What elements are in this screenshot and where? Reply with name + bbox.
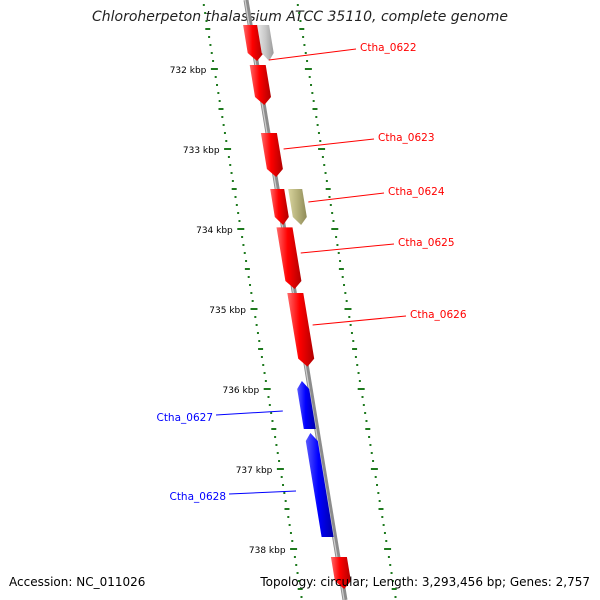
gene-label-leader xyxy=(268,48,357,61)
gene-label-ctha_0625[interactable]: Ctha_0625 xyxy=(398,237,455,249)
ruler-layer: 732 kbp 733 kbp 734 kbp 735 kbp 736 kbp 737 k… xyxy=(170,4,397,598)
ruler-label: 736 kbp xyxy=(222,386,259,396)
gene-label-leader xyxy=(215,410,283,416)
gene-arrow-ctha_0621b[interactable] xyxy=(257,25,274,61)
gene-label-ctha_0626[interactable]: Ctha_0626 xyxy=(410,309,467,321)
ruler-label: 734 kbp xyxy=(196,226,233,236)
label-layer: Ctha_0622 Ctha_0623 Ctha_0624 Ctha_0625 Ctha… xyxy=(156,42,466,503)
genome-summary: Topology: circular; Length: 3,293,456 bp… xyxy=(260,575,590,589)
gene-label-leader xyxy=(228,490,297,495)
gene-label-leader xyxy=(283,138,375,150)
gene-label-ctha_0627[interactable]: Ctha_0627 xyxy=(156,412,213,424)
gene-layer xyxy=(243,25,351,589)
gene-label-ctha_0628[interactable]: Ctha_0628 xyxy=(169,491,226,503)
gene-arrow-ctha_0622[interactable] xyxy=(249,65,271,105)
gene-label-ctha_0623[interactable]: Ctha_0623 xyxy=(378,132,435,144)
gene-label-leader xyxy=(312,315,407,326)
gene-arrow-ctha_0624[interactable] xyxy=(288,189,307,225)
ruler-label: 735 kbp xyxy=(209,306,246,316)
accession-label: Accession: NC_011026 xyxy=(9,575,146,589)
gene-arrow-ctha_0624g[interactable] xyxy=(270,189,289,225)
gene-label-ctha_0624[interactable]: Ctha_0624 xyxy=(388,186,445,198)
gene-label-leader xyxy=(308,192,385,203)
gene-arrow-ctha_0626[interactable] xyxy=(287,293,315,367)
gene-label-leader xyxy=(300,243,395,254)
ruler-label: 732 kbp xyxy=(170,66,207,76)
ruler-label: 733 kbp xyxy=(183,146,220,156)
gene-arrow-ctha_0625[interactable] xyxy=(276,227,302,289)
ruler-label: 737 kbp xyxy=(236,466,273,476)
map-title: Chloroherpeton thalassium ATCC 35110, co… xyxy=(92,9,508,25)
gene-arrow-ctha_0627[interactable] xyxy=(297,381,316,429)
gene-label-ctha_0622[interactable]: Ctha_0622 xyxy=(360,42,417,54)
gene-arrow-ctha_0628[interactable] xyxy=(305,433,334,537)
gene-arrow-ctha_0623[interactable] xyxy=(260,133,283,177)
gene-arrow-ctha_0621[interactable] xyxy=(243,25,264,61)
gene-arrow-ctha_0629[interactable] xyxy=(330,557,351,589)
ruler-label: 738 kbp xyxy=(249,546,286,556)
